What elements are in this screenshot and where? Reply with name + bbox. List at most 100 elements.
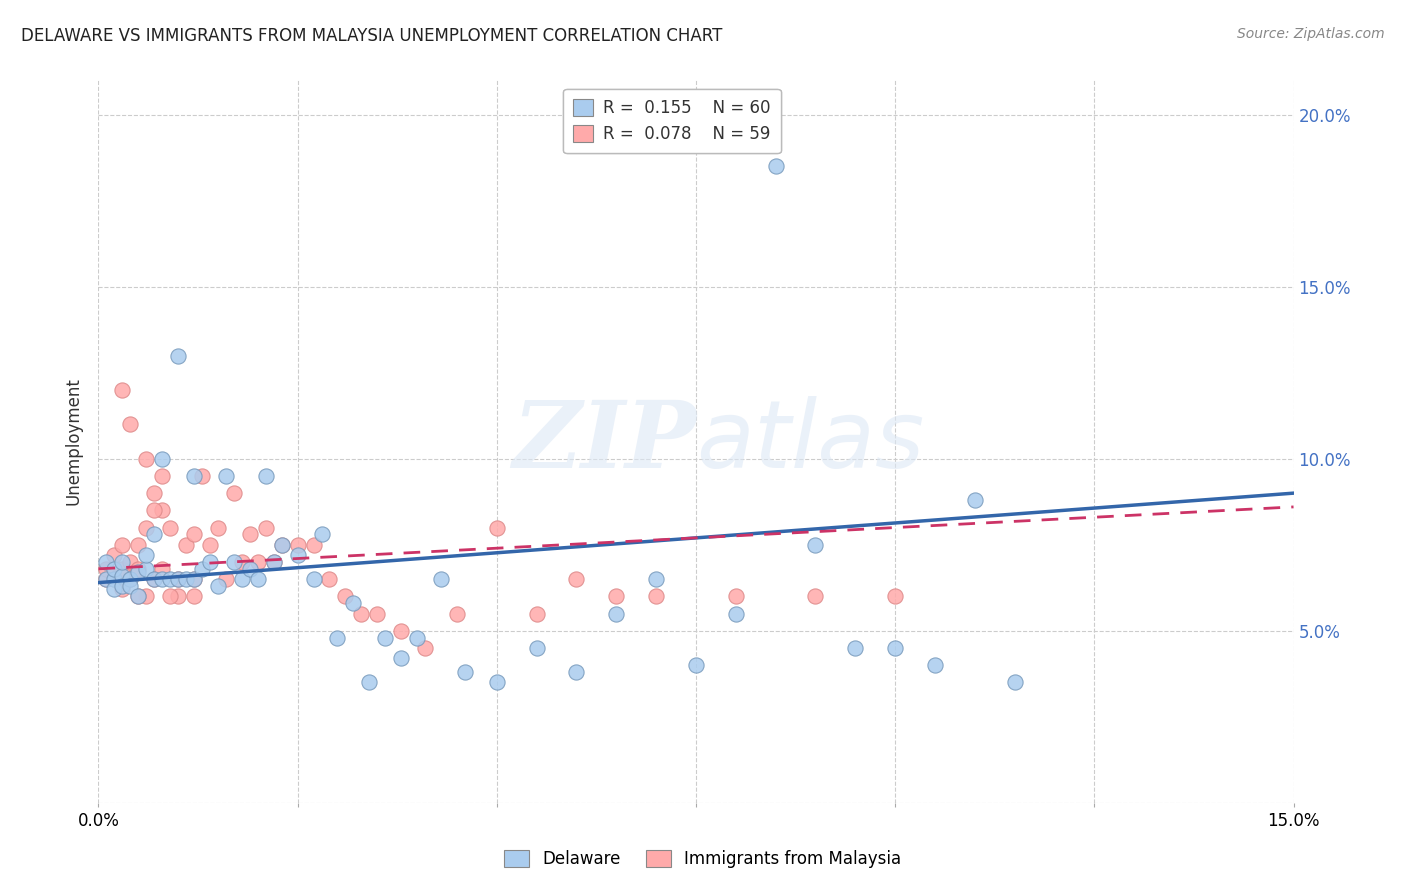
Point — [143, 572, 166, 586]
Point — [231, 572, 253, 586]
Point — [127, 538, 149, 552]
Point — [135, 451, 157, 466]
Point — [183, 590, 205, 604]
Point — [120, 555, 142, 569]
Point — [96, 572, 118, 586]
Point — [103, 572, 125, 586]
Point — [103, 548, 125, 562]
Point — [254, 520, 277, 534]
Point — [183, 572, 205, 586]
Point — [159, 572, 181, 586]
Point — [359, 675, 381, 690]
Point — [111, 568, 134, 582]
Point — [924, 658, 946, 673]
Point — [287, 538, 309, 552]
Point — [150, 451, 173, 466]
Point — [135, 590, 157, 604]
Point — [446, 607, 468, 621]
Point — [135, 520, 157, 534]
Point — [246, 572, 269, 586]
Point — [413, 640, 436, 655]
Point — [263, 555, 285, 569]
Point — [374, 631, 396, 645]
Point — [270, 538, 292, 552]
Point — [111, 579, 134, 593]
Point — [350, 607, 373, 621]
Point — [167, 572, 190, 586]
Point — [167, 349, 190, 363]
Point — [120, 572, 142, 586]
Point — [127, 562, 149, 576]
Point — [183, 469, 205, 483]
Point — [150, 469, 173, 483]
Point — [207, 520, 229, 534]
Point — [302, 538, 325, 552]
Point — [174, 572, 197, 586]
Point — [645, 590, 668, 604]
Point — [485, 675, 508, 690]
Point — [526, 607, 548, 621]
Point — [724, 590, 747, 604]
Point — [111, 555, 134, 569]
Point — [318, 572, 340, 586]
Point — [804, 590, 827, 604]
Point — [389, 651, 412, 665]
Point — [150, 503, 173, 517]
Point — [150, 562, 173, 576]
Point — [143, 527, 166, 541]
Point — [167, 590, 190, 604]
Point — [302, 572, 325, 586]
Text: ZIP: ZIP — [512, 397, 696, 486]
Point — [215, 572, 238, 586]
Point — [103, 582, 125, 597]
Text: DELAWARE VS IMMIGRANTS FROM MALAYSIA UNEMPLOYMENT CORRELATION CHART: DELAWARE VS IMMIGRANTS FROM MALAYSIA UNE… — [21, 27, 723, 45]
Point — [430, 572, 453, 586]
Y-axis label: Unemployment: Unemployment — [65, 377, 83, 506]
Legend: Delaware, Immigrants from Malaysia: Delaware, Immigrants from Malaysia — [498, 843, 908, 875]
Point — [645, 572, 668, 586]
Point — [207, 579, 229, 593]
Point — [685, 658, 707, 673]
Point — [963, 493, 986, 508]
Point — [183, 572, 205, 586]
Point — [485, 520, 508, 534]
Point — [111, 383, 134, 397]
Point — [198, 538, 221, 552]
Point — [526, 640, 548, 655]
Point — [326, 631, 349, 645]
Point — [724, 607, 747, 621]
Point — [287, 548, 309, 562]
Point — [111, 562, 134, 576]
Point — [135, 548, 157, 562]
Point — [366, 607, 388, 621]
Point — [143, 572, 166, 586]
Point — [191, 469, 214, 483]
Point — [198, 555, 221, 569]
Point — [335, 590, 357, 604]
Point — [111, 538, 134, 552]
Point — [167, 572, 190, 586]
Text: Source: ZipAtlas.com: Source: ZipAtlas.com — [1237, 27, 1385, 41]
Point — [231, 555, 253, 569]
Point — [96, 562, 118, 576]
Point — [215, 469, 238, 483]
Point — [183, 527, 205, 541]
Point — [120, 417, 142, 432]
Point — [103, 562, 125, 576]
Point — [565, 665, 588, 679]
Point — [120, 579, 142, 593]
Point — [135, 562, 157, 576]
Point — [565, 572, 588, 586]
Point — [111, 582, 134, 597]
Point — [605, 607, 627, 621]
Point — [239, 527, 262, 541]
Point — [804, 538, 827, 552]
Point — [222, 486, 245, 500]
Text: atlas: atlas — [696, 396, 924, 487]
Point — [254, 469, 277, 483]
Point — [454, 665, 477, 679]
Point — [159, 520, 181, 534]
Point — [174, 538, 197, 552]
Point — [884, 640, 907, 655]
Point — [127, 590, 149, 604]
